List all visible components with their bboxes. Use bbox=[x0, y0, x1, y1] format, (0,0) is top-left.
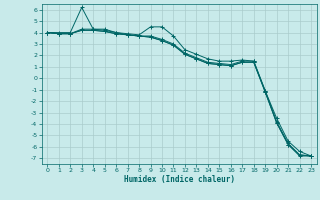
X-axis label: Humidex (Indice chaleur): Humidex (Indice chaleur) bbox=[124, 175, 235, 184]
